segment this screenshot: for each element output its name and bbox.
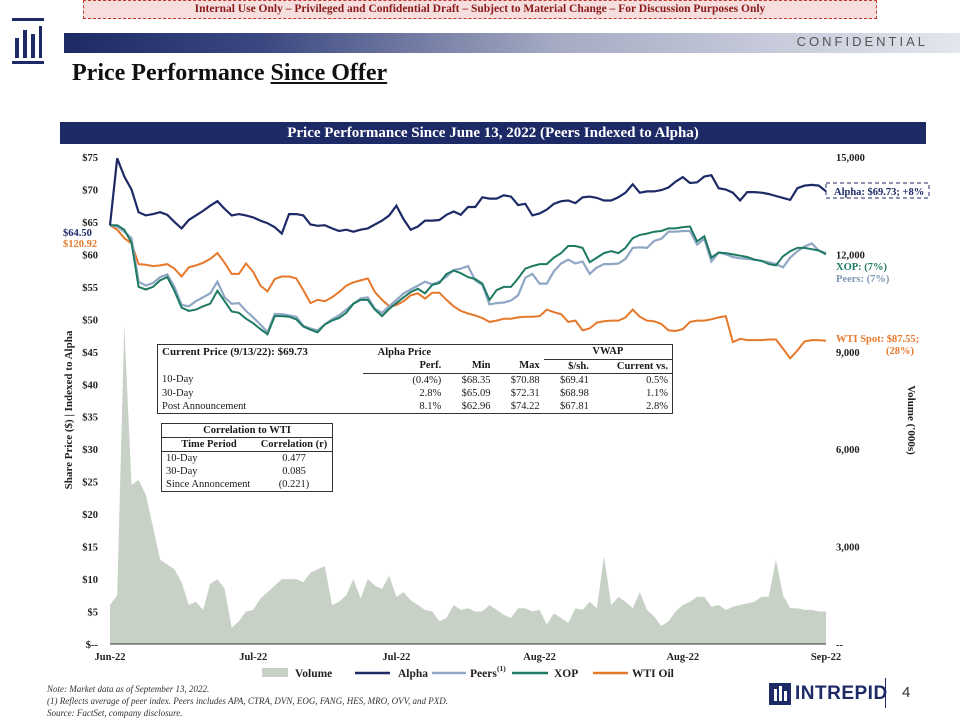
x-tick-label: Jul-22 [382,652,410,663]
y-tick-label: $15 [82,543,98,554]
peers-end-label: Peers: (7%) [836,274,890,285]
table-row: Post Announcement 8.1% $62.96 $74.22 $67.81 2… [162,400,668,412]
footnote-note: Note: Market data as of September 13, 20… [47,684,210,694]
col-current-vs: Current vs. [592,359,673,374]
chart-header: Price Performance Since June 13, 2022 (P… [60,122,926,144]
y2-tick-label: 3,000 [836,543,860,554]
footnote-source: Source: FactSet, company disclosure. [47,708,183,718]
y-tick-label: $10 [82,575,98,586]
legend-wti: WTI Oil [632,668,674,680]
table-row: 30-Day 2.8% $65.09 $72.31 $68.98 1.1% [162,387,668,399]
y-tick-label: $30 [82,445,98,456]
col-perf: Perf. [363,359,446,374]
y-tick-label: $65 [82,218,98,229]
alpha-price-group: Alpha Price [377,346,432,358]
y-tick-label: $55 [82,283,98,294]
chart-legend: Volume Alpha Peers (1) XOP WTI Oil [262,664,674,680]
legend-volume: Volume [295,668,332,680]
correlation-table: Correlation to WTI Time Period Correlati… [161,423,333,492]
y2-tick-label: 9,000 [836,348,860,359]
wti-end-label-2: (28%) [886,346,914,357]
draft-banner: Internal Use Only – Privileged and Confi… [83,0,877,19]
alpha-end-label: Alpha: $69.73; +8% [834,187,924,198]
wti-start-label: $120.92 [63,239,97,250]
x-tick-label: Aug-22 [666,652,699,663]
y2-tick-label: 6,000 [836,445,860,456]
table-row: 10-Day (0.4%) $68.35 $70.88 $69.41 0.5% [162,374,668,386]
y-tick-label: $25 [82,478,98,489]
x-tick-label: Jul-22 [239,652,267,663]
correlation-title: Correlation to WTI [161,423,333,438]
y-tick-label: $40 [82,380,98,391]
legend-xop: XOP [554,668,578,680]
y-tick-label: $75 [82,153,98,164]
intrepid-logo-icon [769,683,791,705]
y2-tick-label: 15,000 [836,153,865,164]
x-tick-label: Jun-22 [95,652,126,663]
table-row: 10-Day 0.477 [166,453,306,464]
series-line-wti [109,224,827,360]
wti-end-label-1: WTI Spot: $87.55; [836,334,919,345]
volume-area [110,325,826,644]
brand-name: INTREPID [795,683,888,704]
header-gradient-bar [64,33,960,53]
col-max: Max [494,359,544,374]
x-tick-label: Aug-22 [523,652,556,663]
y2-axis-label: Volume ('000s) [905,385,917,455]
legend-swatch-volume [262,668,288,677]
series-line-xop [110,224,827,336]
y-tick-label: $-- [86,640,99,651]
legend-peers-footnote: (1) [497,664,506,673]
series-line-peers [109,224,827,335]
y-tick-label: $60 [82,250,98,261]
y-tick-label: $45 [82,348,98,359]
page-title: Price Performance Since Offer [72,60,388,86]
alpha-start-label: $64.50 [63,228,92,239]
y-tick-label: $5 [88,608,99,619]
alpha-end-box [825,182,930,199]
current-price-label: Current Price (9/13/22): $69.73 [162,346,308,358]
vwap-group: VWAP [543,344,673,360]
col-time-period: Time Period [161,437,257,452]
col-correlation: Correlation (r) [256,437,333,452]
footnote-1: (1) Reflects average of peer index. Peer… [47,696,449,706]
brand-divider [885,678,886,708]
col-min: Min [445,359,495,374]
confidential-label: CONFIDENTIAL [796,34,928,49]
y-tick-label: $70 [82,185,98,196]
page-number: 4 [902,684,911,701]
table-row: 30-Day 0.085 [166,466,306,477]
x-tick-label: Sep-22 [811,652,841,663]
legend-peers: Peers [470,668,497,680]
y2-tick-label: 12,000 [836,250,865,261]
firm-logo-icon [12,18,44,64]
y-tick-label: $50 [82,315,98,326]
y2-tick-label: -- [836,640,843,651]
series-line-alpha [108,157,827,236]
y-tick-label: $35 [82,413,98,424]
table-row: Since Annoncement (0.221) [166,479,310,490]
col-vwap-sh: $/sh. [543,359,593,374]
y-axis-label: Share Price ($) | Indexed to Alpha [63,330,75,489]
price-summary-table: Current Price (9/13/22): $69.73 Alpha Pr… [157,344,673,414]
y-tick-label: $20 [82,510,98,521]
legend-alpha: Alpha [398,668,428,680]
xop-end-label: XOP: (7%) [836,262,888,273]
